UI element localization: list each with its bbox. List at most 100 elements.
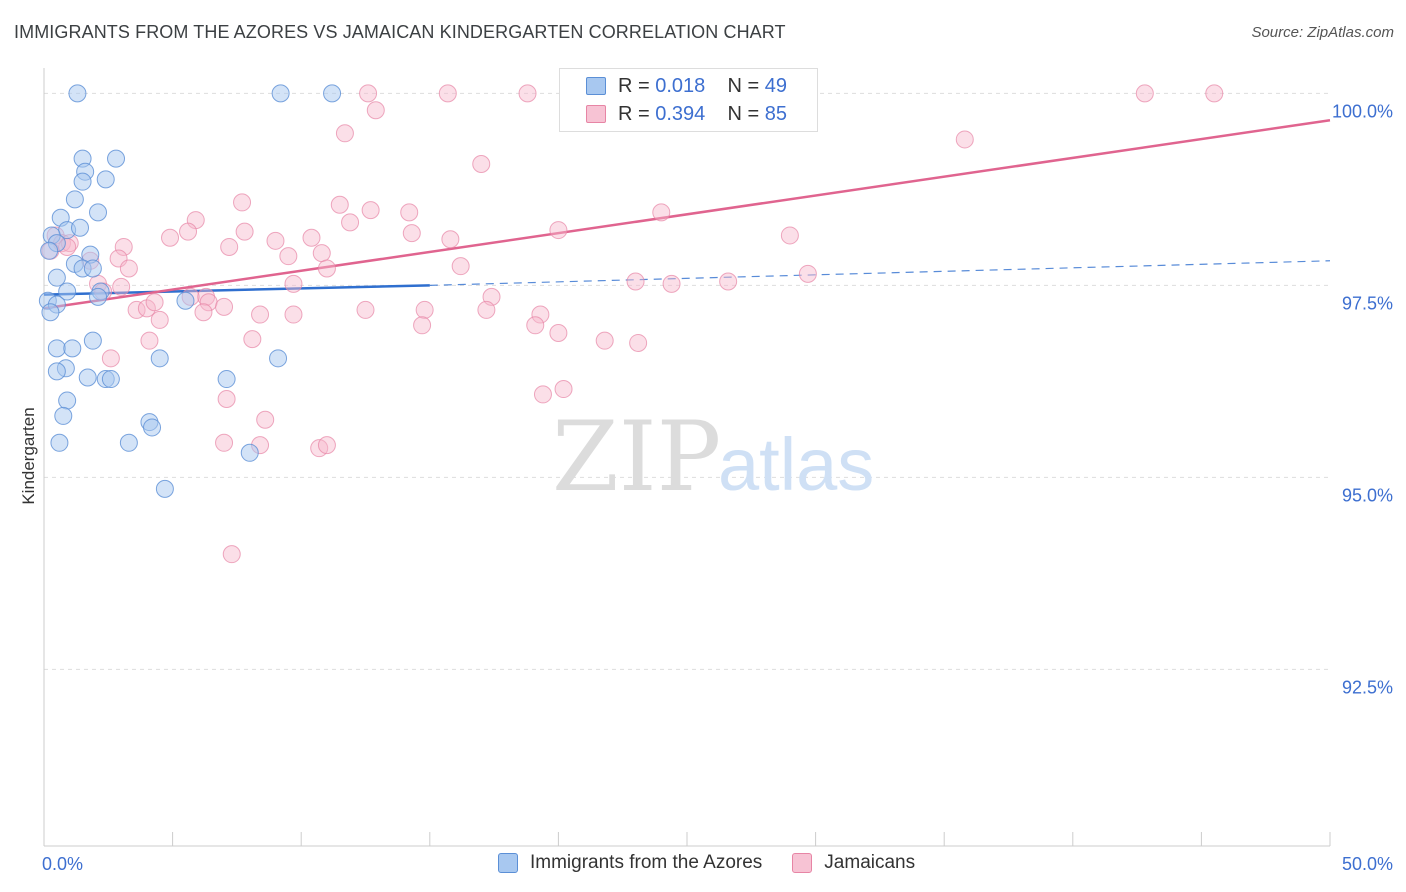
data-point-jamaicans — [361, 201, 380, 220]
data-point-azores — [240, 443, 259, 462]
data-point-jamaicans — [215, 433, 234, 452]
data-point-jamaicans — [114, 237, 133, 256]
data-point-azores — [271, 84, 290, 103]
data-point-jamaicans — [112, 277, 131, 296]
data-point-azores — [155, 479, 174, 498]
data-point-jamaicans — [1135, 84, 1154, 103]
data-point-jamaicans — [251, 305, 270, 324]
data-point-azores — [47, 268, 66, 287]
legend-n-label: N = — [727, 102, 760, 125]
data-point-jamaicans — [526, 316, 545, 335]
data-point-jamaicans — [441, 230, 460, 249]
data-point-jamaicans — [798, 264, 817, 283]
data-point-jamaicans — [549, 323, 568, 342]
data-point-jamaicans — [531, 305, 550, 324]
data-point-jamaicans — [415, 300, 434, 319]
data-point-jamaicans — [215, 297, 234, 316]
data-point-jamaicans — [317, 436, 336, 455]
data-point-azores — [40, 241, 59, 260]
data-point-azores — [83, 331, 102, 350]
data-point-jamaicans — [256, 410, 275, 429]
watermark-atlas: atlas — [718, 423, 874, 506]
data-point-jamaicans — [140, 331, 159, 350]
legend-item-azores: Immigrants from the Azores — [498, 852, 762, 874]
data-point-jamaicans — [533, 385, 552, 404]
data-point-jamaicans — [477, 300, 496, 319]
data-point-jamaicans — [359, 84, 378, 103]
legend-swatch-jamaicans — [586, 105, 606, 123]
y-tick-labels: 100.0% 97.5% 95.0% 92.5% — [1332, 101, 1393, 697]
legend-row-azores: R = 0.018 N = 49 — [586, 74, 787, 98]
trend-line-jamaicans-solid — [43, 119, 1331, 310]
trend-line-jamaicans — [43, 119, 1331, 310]
data-point-jamaicans — [150, 310, 169, 329]
data-point-jamaicans — [341, 213, 360, 232]
y-tick-label: 92.5% — [1342, 677, 1393, 697]
data-point-jamaicans — [451, 257, 470, 276]
chart-title: IMMIGRANTS FROM THE AZORES VS JAMAICAN K… — [14, 22, 786, 42]
data-point-jamaicans — [220, 237, 239, 256]
data-point-jamaicans — [1205, 84, 1224, 103]
legend-item-jamaicans: Jamaicans — [792, 852, 915, 874]
data-point-jamaicans — [101, 349, 120, 368]
data-point-azores — [68, 84, 87, 103]
legend-row-jamaicans: R = 0.394 N = 85 — [586, 102, 787, 126]
series-legend: Immigrants from the Azores Jamaicans — [498, 852, 945, 874]
data-point-jamaicans — [719, 272, 738, 291]
trend-line-azores — [43, 260, 1331, 296]
data-point-jamaicans — [356, 300, 375, 319]
data-point-jamaicans — [302, 228, 321, 247]
data-point-jamaicans — [330, 195, 349, 214]
data-point-jamaicans — [222, 545, 241, 564]
data-point-azores — [83, 259, 102, 278]
data-point-azores — [269, 349, 288, 368]
data-point-jamaicans — [235, 222, 254, 241]
data-point-azores — [143, 418, 162, 437]
data-point-jamaicans — [518, 84, 537, 103]
data-point-azores — [89, 287, 108, 306]
data-point-jamaicans — [629, 333, 648, 352]
data-point-azores — [150, 349, 169, 368]
points-azores — [38, 84, 342, 498]
data-point-azores — [58, 282, 77, 301]
data-point-jamaicans — [266, 231, 285, 250]
data-point-azores — [96, 170, 115, 189]
legend-r-value: 0.394 — [655, 102, 706, 125]
data-point-jamaicans — [161, 228, 180, 247]
data-point-jamaicans — [284, 274, 303, 293]
data-point-azores — [217, 370, 236, 389]
watermark-zip: ZIP — [552, 401, 721, 513]
data-point-jamaicans — [119, 259, 138, 278]
data-point-azores — [323, 84, 342, 103]
data-point-jamaicans — [549, 221, 568, 240]
gridlines — [44, 92, 1330, 670]
data-point-azores — [54, 406, 73, 425]
data-point-jamaicans — [312, 244, 331, 263]
legend-r-label: R = — [618, 102, 650, 125]
y-tick-label: 100.0% — [1332, 101, 1393, 121]
legend-swatch-jamaicans — [792, 853, 813, 873]
legend-label-jamaicans: Jamaicans — [824, 852, 916, 873]
data-point-jamaicans — [955, 130, 974, 149]
data-point-jamaicans — [400, 203, 419, 222]
data-point-jamaicans — [626, 272, 645, 291]
data-point-jamaicans — [145, 293, 164, 312]
data-point-jamaicans — [472, 155, 491, 174]
data-point-azores — [41, 303, 60, 322]
data-point-azores — [58, 391, 77, 410]
data-point-azores — [47, 339, 66, 358]
legend-swatch-azores — [498, 853, 518, 873]
watermark: ZIP atlas — [552, 401, 874, 513]
data-point-jamaicans — [317, 259, 336, 278]
data-point-azores — [73, 172, 92, 191]
legend-n-value: 49 — [764, 74, 788, 97]
data-point-jamaicans — [279, 247, 298, 266]
data-point-azores — [78, 368, 97, 387]
data-point-azores — [65, 190, 84, 209]
data-point-jamaicans — [554, 380, 573, 399]
data-point-jamaicans — [662, 274, 681, 293]
data-point-jamaicans — [652, 203, 671, 222]
x-tick-labels: 0.0% 50.0% — [42, 854, 1393, 874]
data-point-jamaicans — [179, 222, 198, 241]
legend-n-label: N = — [727, 74, 760, 97]
